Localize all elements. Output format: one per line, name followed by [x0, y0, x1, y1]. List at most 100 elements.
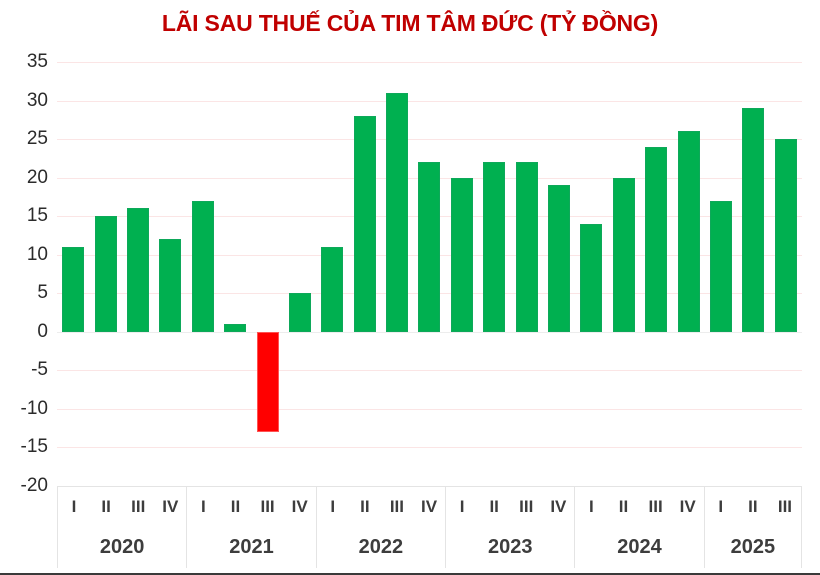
bar-slot [543, 62, 575, 486]
gridline--10 [57, 408, 802, 410]
bar[interactable] [159, 239, 182, 332]
bar-slot [770, 62, 802, 486]
bar[interactable] [94, 216, 117, 332]
bar[interactable] [677, 131, 700, 332]
quarter-label-IV-2024: IV [679, 497, 696, 517]
bar[interactable] [774, 139, 797, 332]
bar-slot [381, 62, 413, 486]
y-tick-label: 5 [37, 282, 48, 304]
quarter-row: I II III IV [58, 487, 186, 528]
year-groups: I II III IV 2020 I II III IV 2021 I II III IV 2022 I II I… [57, 487, 802, 568]
quarter-label-III-2020: III [131, 497, 146, 517]
bars-layer [57, 62, 802, 486]
bar[interactable] [62, 247, 85, 332]
quarter-label-III-2021: III [260, 497, 275, 517]
quarter-label-IV-2023: IV [550, 497, 567, 517]
quarter-label-II-2020: II [101, 497, 111, 517]
bar-slot [316, 62, 348, 486]
quarter-label-I-2025: I [718, 497, 724, 517]
bar[interactable] [450, 177, 473, 332]
bar-slot [251, 62, 283, 486]
bar[interactable] [126, 208, 149, 332]
bar[interactable] [483, 162, 506, 332]
gridline--5 [57, 370, 802, 372]
quarter-label-IV-2020: IV [162, 497, 179, 517]
bar-slot [187, 62, 219, 486]
bar-slot [608, 62, 640, 486]
bar[interactable] [418, 162, 441, 332]
bar[interactable] [710, 200, 732, 332]
bar[interactable] [321, 247, 344, 332]
quarter-label-III-2022: III [389, 497, 404, 517]
quarter-row: I II III IV [575, 487, 703, 528]
year-group-2023: I II III IV 2023 [446, 487, 576, 568]
quarter-label-I-2023: I [459, 497, 465, 517]
bar[interactable] [288, 293, 311, 332]
quarter-label-IV-2021: IV [291, 497, 308, 517]
bar-slot [510, 62, 542, 486]
quarter-label-I-2021: I [201, 497, 206, 517]
bar[interactable] [515, 162, 538, 332]
y-tick-label: 15 [26, 205, 48, 227]
bar[interactable] [548, 185, 571, 332]
year-group-2020: I II III IV 2020 [57, 487, 188, 568]
quarter-label-II-2021: II [230, 497, 241, 517]
quarter-label-II-2022: II [360, 497, 370, 517]
bar[interactable] [742, 108, 765, 332]
bar-slot [478, 62, 510, 486]
bar-slot [154, 62, 186, 486]
bar[interactable] [580, 223, 603, 332]
year-label-2025: 2025 [730, 536, 776, 559]
quarter-label-I-2022: I [330, 497, 336, 517]
bar[interactable] [645, 146, 668, 332]
year-label-2023: 2023 [487, 536, 533, 559]
bar-slot [640, 62, 672, 486]
bar-slot [219, 62, 251, 486]
bar-slot [575, 62, 607, 486]
quarter-label-IV-2022: IV [420, 497, 438, 517]
bar[interactable] [612, 177, 635, 332]
bar-slot [737, 62, 769, 486]
quarter-row: I II III [705, 487, 801, 528]
chart-title: LÃI SAU THUẾ CỦA TIM TÂM ĐỨC (TỶ ĐỒNG) [161, 10, 659, 36]
year-label-2020: 2020 [99, 536, 145, 559]
y-tick-label: -10 [20, 397, 48, 419]
quarter-label-I-2024: I [589, 497, 594, 517]
quarter-label-II-2025: II [748, 497, 758, 517]
bar-slot [89, 62, 121, 486]
y-tick-label: -20 [20, 475, 48, 496]
y-tick-label: 30 [26, 89, 48, 111]
year-group-2021: I II III IV 2021 [187, 487, 317, 568]
year-group-2025: I II III 2025 [705, 487, 802, 568]
quarter-row: I II III IV [187, 487, 315, 528]
quarter-label-II-2023: II [489, 497, 499, 517]
bar[interactable] [224, 324, 247, 332]
bar[interactable] [386, 92, 409, 332]
bar-slot [446, 62, 478, 486]
quarter-row: I II III IV [317, 487, 445, 528]
y-tick-label: 10 [26, 243, 48, 265]
plot-area: 35 30 25 20 15 10 5 0 -5 -10 -15 -20 [21, 51, 802, 496]
bar[interactable] [191, 200, 214, 332]
gridline-0 [57, 331, 802, 333]
year-label-2024: 2024 [617, 536, 662, 559]
bar-slot [349, 62, 381, 486]
quarter-label-III-2023: III [519, 497, 534, 517]
bottom-rule [0, 573, 820, 575]
bar[interactable] [256, 331, 279, 433]
gridline-25 [57, 139, 802, 141]
bar[interactable] [353, 115, 376, 332]
gridline--15 [57, 447, 802, 449]
y-tick-label: -15 [20, 436, 48, 458]
gridline-30 [57, 100, 802, 102]
y-tick-label: 25 [26, 128, 48, 150]
quarter-label-I-2020: I [71, 497, 77, 517]
year-label-2022: 2022 [358, 536, 404, 559]
quarter-row: I II III IV [446, 487, 574, 528]
y-tick-label: -5 [31, 359, 48, 381]
bar-slot [413, 62, 445, 486]
y-tick-label: 0 [37, 320, 48, 342]
quarter-label-II-2024: II [618, 497, 629, 517]
y-tick-label: 20 [26, 166, 48, 188]
